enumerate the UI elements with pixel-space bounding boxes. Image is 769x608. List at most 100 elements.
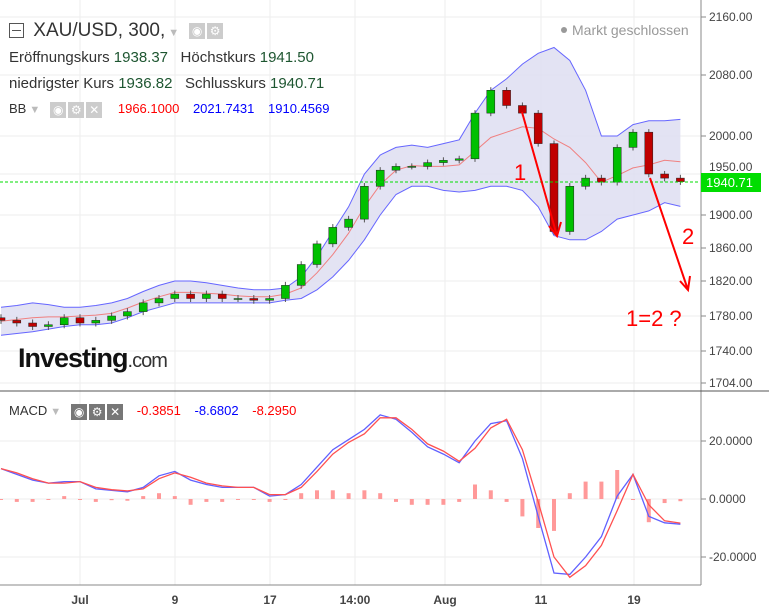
annotations	[521, 111, 691, 293]
collapse-icon[interactable]	[9, 23, 24, 39]
eye-icon[interactable]: ◉	[71, 403, 88, 420]
histogram-bar	[141, 496, 146, 499]
candle	[91, 320, 101, 324]
chevron-down-icon[interactable]: ▼	[168, 27, 180, 39]
x-tick-label: 11	[535, 593, 548, 607]
gear-icon[interactable]: ⚙	[207, 22, 224, 39]
close-value: 1940.71	[270, 75, 325, 92]
gear-icon[interactable]: ⚙	[89, 403, 106, 420]
symbol-legend: XAU/USD, 300, ▼ ◉ ⚙	[9, 20, 225, 42]
macd-histogram-value: -0.3851	[136, 403, 181, 418]
y-tick-label: 1860.00	[709, 241, 753, 255]
candle	[44, 324, 53, 327]
histogram-bar	[409, 499, 414, 505]
histogram-bar	[188, 499, 193, 505]
macd-line	[0, 414, 681, 576]
candle	[202, 293, 211, 299]
candle	[296, 264, 306, 286]
symbol-title: XAU/USD, 300,	[33, 20, 166, 41]
candle	[660, 173, 669, 179]
candle	[328, 227, 338, 245]
histogram-bar	[157, 493, 161, 499]
macd-value: -8.6802	[194, 403, 239, 418]
eye-icon[interactable]: ◉	[189, 22, 206, 39]
histogram-bar	[236, 499, 240, 500]
candle	[360, 186, 369, 220]
candle	[628, 131, 638, 148]
candle	[533, 112, 543, 144]
histogram-bar	[425, 499, 430, 505]
x-tick-label: Jul	[71, 593, 88, 607]
histogram-bar	[662, 499, 667, 504]
histogram-bar	[315, 490, 319, 499]
chevron-down-icon[interactable]: ▼	[50, 406, 62, 418]
histogram-bar	[362, 490, 367, 499]
bb-lower-value: 1910.4569	[268, 101, 330, 116]
histogram-bar	[93, 499, 98, 502]
bb-lower-line	[0, 185, 681, 336]
high-label: Höchstkurs	[180, 49, 256, 66]
eye-icon[interactable]: ◉	[50, 101, 67, 118]
low-label: niedrigster Kurs	[9, 75, 115, 92]
histogram-bar	[299, 493, 304, 499]
bb-upper-line	[0, 46, 681, 308]
ohlc-row-1: Eröffnungskurs 1938.37 Höchstkurs 1941.5…	[9, 49, 314, 66]
candle	[0, 317, 6, 321]
histogram-bar	[615, 470, 620, 499]
macd-tick-label: 0.0000	[709, 492, 746, 506]
close-icon[interactable]: ✕	[86, 101, 103, 118]
candle	[391, 166, 401, 171]
histogram-bar	[220, 499, 225, 502]
histogram-bar	[30, 499, 35, 502]
candle	[170, 293, 180, 299]
macd-tick-label: -20.0000	[709, 550, 757, 564]
histogram-bar	[172, 496, 177, 499]
bb-upper-value: 2021.7431	[192, 101, 255, 116]
x-tick-label: 14:00	[340, 593, 371, 607]
candle	[375, 169, 385, 187]
low-value: 1936.82	[118, 75, 173, 92]
chevron-down-icon[interactable]: ▼	[29, 104, 41, 116]
candle	[644, 131, 654, 175]
candle	[12, 320, 22, 324]
investing-logo: Investing.com	[18, 343, 168, 374]
histogram-bar	[583, 481, 588, 499]
open-value: 1938.37	[113, 49, 169, 66]
ohlc-row-2: niedrigster Kurs 1936.82 Schlusskurs 194…	[9, 75, 324, 92]
histogram-bar	[394, 499, 398, 502]
last-price-label: 1940.71	[706, 175, 753, 190]
gear-icon[interactable]: ⚙	[68, 101, 85, 118]
candle	[154, 298, 164, 304]
y-tick-label: 2000.00	[709, 129, 753, 143]
candle	[423, 162, 432, 167]
histogram-bar	[46, 499, 51, 500]
time-axis[interactable]: Jul 9 17 14:00 Aug 11 19	[71, 593, 641, 607]
band-fill	[1, 47, 681, 336]
candle	[565, 186, 575, 232]
signal-line	[0, 417, 681, 579]
histogram-bar	[646, 499, 651, 523]
candle	[344, 218, 353, 228]
candle	[75, 317, 85, 324]
histogram-bar	[599, 481, 604, 499]
bb-middle-line	[0, 126, 681, 322]
histogram-bar	[204, 499, 209, 502]
histogram-bar	[378, 493, 383, 499]
arrow-2	[649, 177, 691, 293]
candle	[486, 90, 496, 114]
price-axis[interactable]: 2160.00 2080.00 2000.00 1950.00 1900.00 1860.…	[701, 10, 757, 564]
histogram-bar	[536, 499, 541, 528]
candles	[0, 87, 685, 330]
x-tick-label: 17	[263, 593, 277, 607]
histogram-bar	[109, 499, 114, 501]
high-value: 1941.50	[259, 49, 314, 66]
macd-pane	[0, 414, 683, 579]
close-icon[interactable]: ✕	[107, 403, 124, 420]
candle	[612, 147, 622, 183]
macd-tick-label: 20.0000	[709, 434, 753, 448]
histogram-bar	[552, 499, 556, 531]
histogram-bar	[283, 499, 288, 500]
y-tick-label: 1900.00	[709, 208, 753, 222]
histogram-bar	[678, 499, 683, 502]
